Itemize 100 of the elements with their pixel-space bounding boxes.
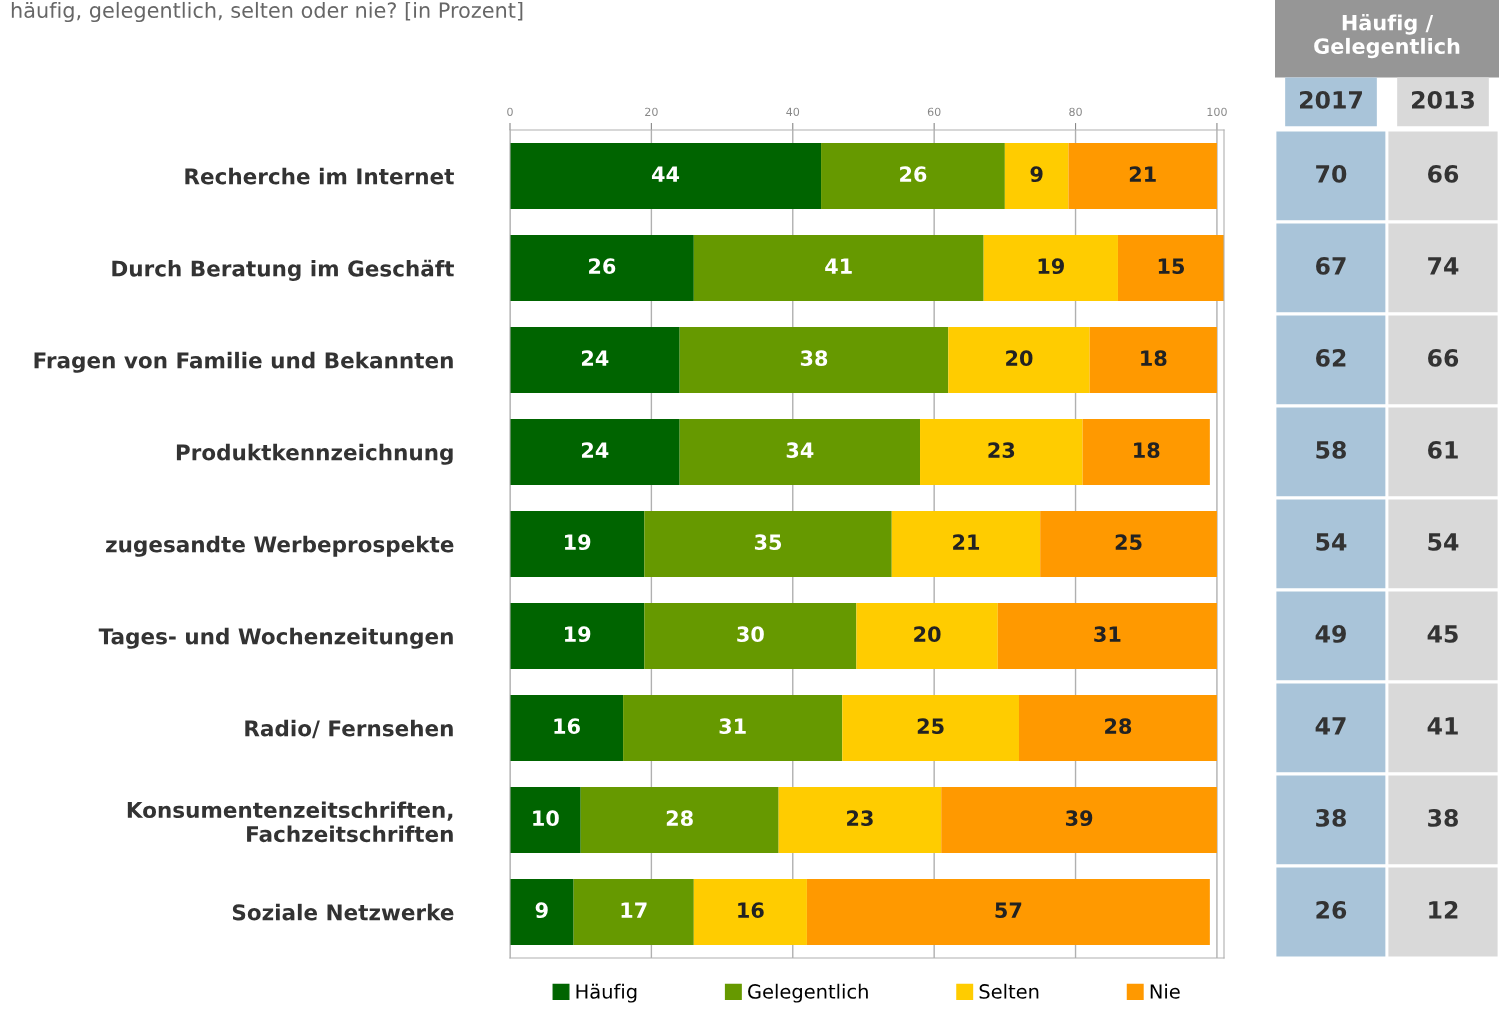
data-label: 31 <box>1094 626 1121 643</box>
data-label: 26 <box>1316 900 1347 919</box>
data-label: 45 <box>1427 625 1458 643</box>
bar <box>510 418 680 486</box>
bar <box>644 510 892 578</box>
bar <box>679 326 949 394</box>
data-label: 20 <box>914 626 941 643</box>
data-label: 74 <box>1428 257 1459 275</box>
bar <box>920 418 1083 486</box>
legend-label: Selten <box>979 983 1039 999</box>
bar <box>510 510 645 578</box>
data-label: 57 <box>995 902 1022 919</box>
x-tick-label: 80 <box>1069 107 1082 117</box>
bar <box>1040 510 1217 578</box>
data-label: 24 <box>581 442 609 458</box>
data-label: 16 <box>738 902 764 919</box>
data-label: 41 <box>1427 717 1458 735</box>
x-tick-label: 60 <box>927 107 941 117</box>
data-label: 19 <box>565 626 591 643</box>
data-label: 10 <box>533 810 559 827</box>
data-label: 20 <box>1006 350 1033 367</box>
bar <box>948 326 1090 394</box>
data-label: 62 <box>1316 348 1346 367</box>
data-label: 31 <box>719 718 746 735</box>
bar <box>806 878 1210 946</box>
data-label: 39 <box>1065 810 1093 827</box>
bar <box>1082 418 1210 486</box>
data-label: 41 <box>825 258 852 274</box>
x-tick-label: 100 <box>1207 107 1227 117</box>
text: häufig, gelegentlich, selten oder nie? [in Prozent] <box>11 1 523 23</box>
data-label: 47 <box>1315 717 1346 735</box>
data-label: 19 <box>565 534 591 551</box>
data-label: 23 <box>988 442 1015 459</box>
x-tick-label: 0 <box>507 107 513 117</box>
data-label: 26 <box>900 166 927 183</box>
bar <box>510 326 680 394</box>
y-tick-label: Produktkennzeichnung <box>176 443 453 465</box>
data-label: 30 <box>737 626 764 643</box>
bar <box>693 878 807 946</box>
bar <box>1117 234 1224 302</box>
data-label: 67 <box>1316 257 1346 275</box>
y-tick-label: Recherche im Internet <box>185 167 454 185</box>
bar <box>580 786 779 854</box>
bar <box>891 510 1041 578</box>
bar <box>1068 142 1217 210</box>
data-label: 38 <box>800 350 828 367</box>
data-label: 38 <box>1316 808 1346 827</box>
data-label: 34 <box>786 442 814 459</box>
bar <box>941 786 1217 854</box>
data-label: 19 <box>1038 258 1064 275</box>
y-tick-label: Fragen von Familie und Bekannten <box>34 351 453 373</box>
data-label: 9 <box>1030 166 1043 183</box>
data-label: 21 <box>1129 166 1156 182</box>
bar <box>679 418 921 486</box>
chart-title: Häufig / Gelegentlich <box>1314 14 1460 59</box>
y-tick-label: Radio/ Fernsehen <box>245 719 453 739</box>
bar <box>983 234 1118 302</box>
data-label: 61 <box>1428 441 1458 459</box>
bar <box>842 694 1019 762</box>
data-label: 66 <box>1428 165 1459 183</box>
bar <box>510 786 581 854</box>
y-tick-label: Soziale Netzwerke <box>232 903 454 921</box>
bar <box>510 694 624 762</box>
data-label: 17 <box>621 902 647 918</box>
y-tick-label: Tages- und Wochenzeitungen <box>98 627 453 649</box>
bar <box>510 234 694 302</box>
data-label: 9 <box>535 902 548 919</box>
bar <box>856 602 998 670</box>
legend-label: Gelegentlich <box>748 983 868 1003</box>
bar <box>644 602 857 670</box>
x-tick-label: 20 <box>645 107 658 117</box>
y-tick-label: zugesandte Werbeprospekte <box>106 535 454 557</box>
data-label: 25 <box>1115 534 1142 551</box>
bar <box>778 786 942 854</box>
data-label: 35 <box>754 534 782 551</box>
data-label: 38 <box>1428 808 1458 827</box>
bar <box>510 602 645 670</box>
y-tick-label: Durch Beratung im Geschäft <box>112 259 454 281</box>
bar <box>623 694 843 762</box>
data-label: 23 <box>847 810 873 827</box>
data-label: 15 <box>1158 258 1185 275</box>
data-label: 49 <box>1315 625 1346 643</box>
data-label: 54 <box>1428 533 1459 551</box>
bar <box>1004 142 1069 210</box>
x-tick-label: 2013 <box>1412 90 1474 109</box>
data-label: 18 <box>1141 350 1167 367</box>
data-label: 26 <box>589 258 616 275</box>
data-label: 21 <box>953 534 980 550</box>
data-label: 18 <box>1134 442 1160 459</box>
x-tick-label: 2017 <box>1300 90 1362 109</box>
data-label: 24 <box>581 350 609 366</box>
y-tick-label: Konsumentenzeitschriften, Fachzeitschriften <box>127 801 453 843</box>
data-label: 16 <box>554 718 580 735</box>
data-label: 58 <box>1316 440 1346 459</box>
bar <box>1018 694 1217 762</box>
data-label: 28 <box>666 810 693 827</box>
x-tick-label: 40 <box>786 107 800 117</box>
data-label: 66 <box>1428 349 1459 367</box>
bar <box>1089 326 1217 394</box>
data-label: 54 <box>1316 533 1347 551</box>
